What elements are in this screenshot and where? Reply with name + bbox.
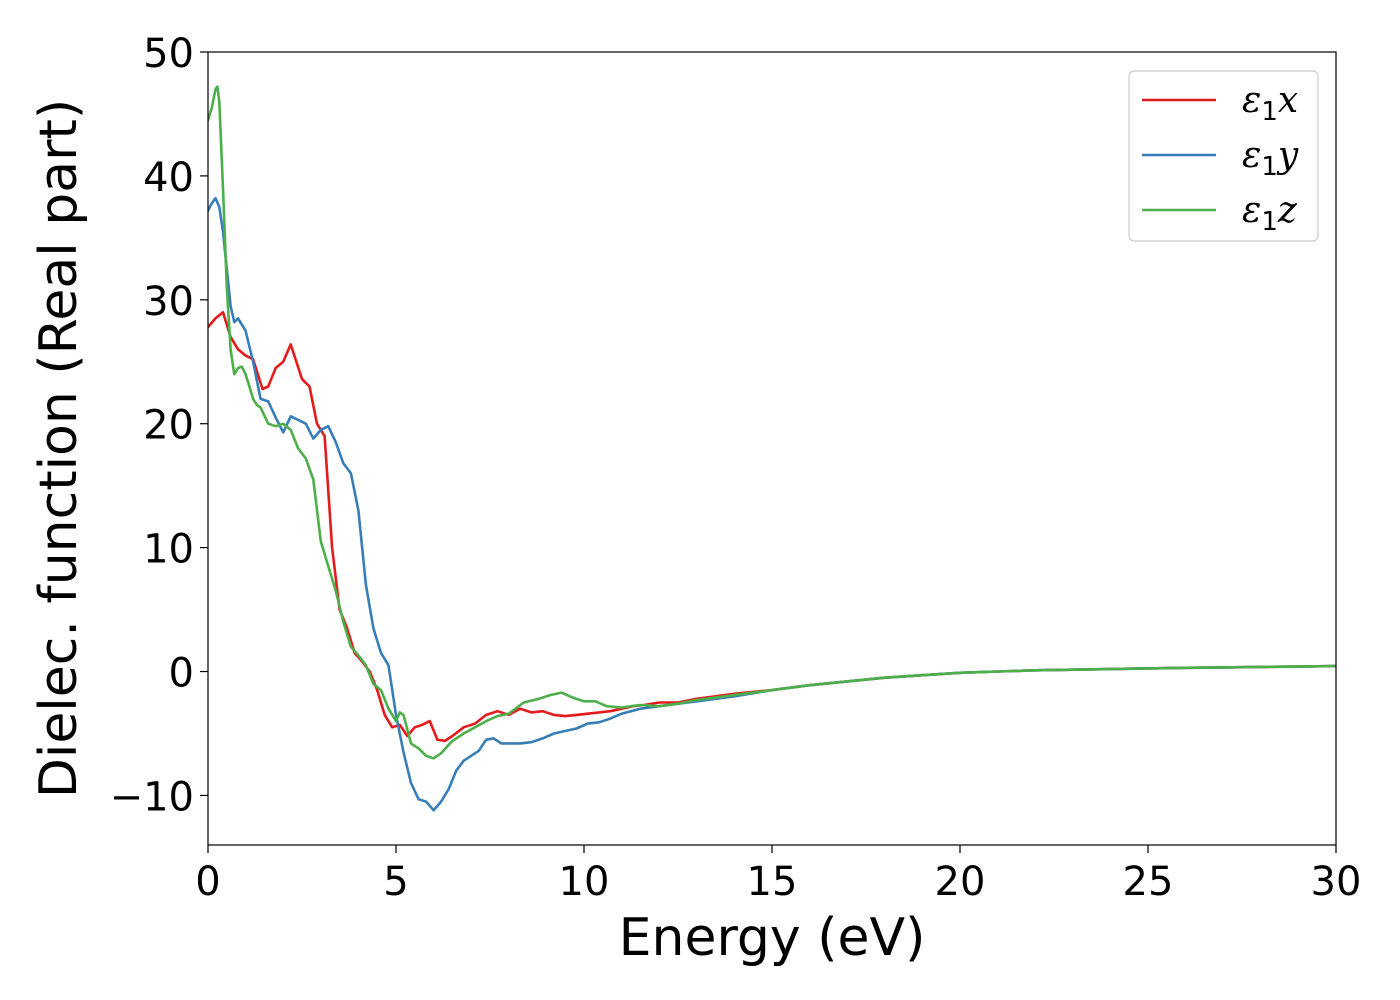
legend-subscript: 1 <box>1261 97 1278 127</box>
x-tick-label: 30 <box>1311 859 1362 905</box>
legend-symbol: ε <box>1242 135 1261 176</box>
x-tick-label: 15 <box>747 859 798 905</box>
series-lines <box>208 85 1336 812</box>
x-axis-label: Energy (eV) <box>619 908 926 968</box>
legend-label-z: ε1z <box>1242 190 1298 237</box>
legend-variable: x <box>1278 80 1298 121</box>
x-tick-label: 20 <box>935 859 986 905</box>
series-line-x <box>208 310 1336 743</box>
x-axis: 0 5 10 15 20 25 30 <box>195 845 1361 905</box>
y-tick-label: 30 <box>143 279 194 325</box>
legend-label-y: ε1y <box>1242 135 1299 182</box>
y-tick-label: 50 <box>143 31 194 77</box>
legend-box <box>1128 70 1319 242</box>
legend-subscript: 1 <box>1261 152 1278 182</box>
legend-variable: y <box>1276 135 1299 176</box>
legend-label-x: ε1x <box>1242 80 1298 127</box>
y-axis: −10 0 10 20 30 40 50 <box>110 31 208 820</box>
y-tick-label: 40 <box>143 155 194 201</box>
y-axis-label: Dielec. function (Real part) <box>29 99 89 798</box>
series-line-z <box>208 85 1336 760</box>
x-tick-label: 0 <box>195 859 220 905</box>
x-tick-label: 25 <box>1123 859 1174 905</box>
legend-subscript: 1 <box>1261 207 1278 237</box>
legend-symbol: ε <box>1242 80 1261 121</box>
y-tick-label: 0 <box>169 651 194 697</box>
y-tick-label: 20 <box>143 403 194 449</box>
legend-variable: z <box>1277 190 1298 231</box>
x-tick-label: 10 <box>559 859 610 905</box>
series-line-y <box>208 196 1336 812</box>
y-tick-label: 10 <box>143 527 194 573</box>
y-tick-label: −10 <box>110 774 194 820</box>
x-tick-label: 5 <box>383 859 408 905</box>
legend-symbol: ε <box>1242 190 1261 231</box>
